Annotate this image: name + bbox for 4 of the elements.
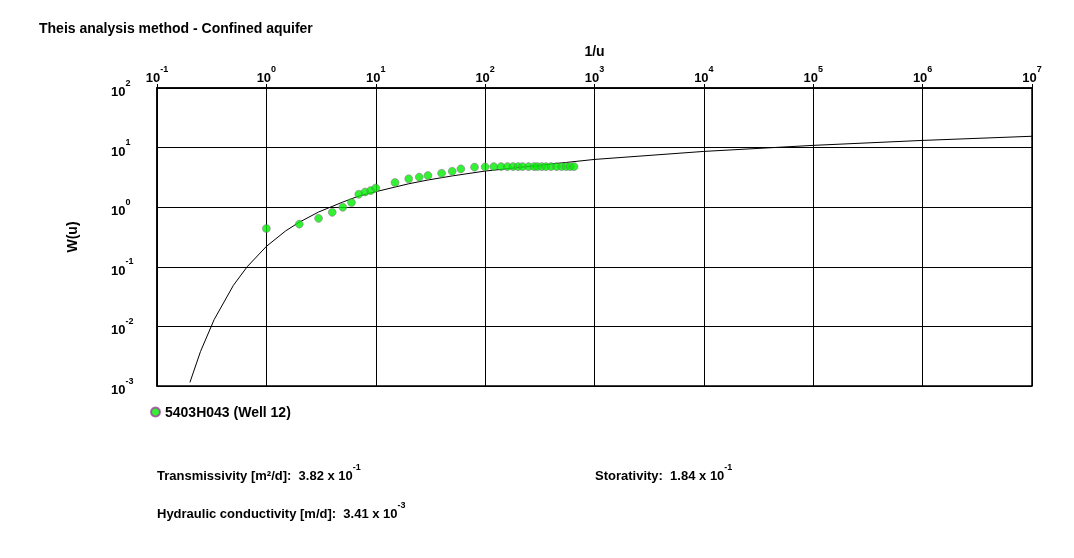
y-axis-title: W(u): [64, 221, 80, 253]
x-axis-title: 1/u: [584, 43, 605, 59]
chart-title: Theis analysis method - Confined aquifer: [39, 20, 314, 36]
legend-label: 5403H043 (Well 12): [165, 404, 291, 420]
